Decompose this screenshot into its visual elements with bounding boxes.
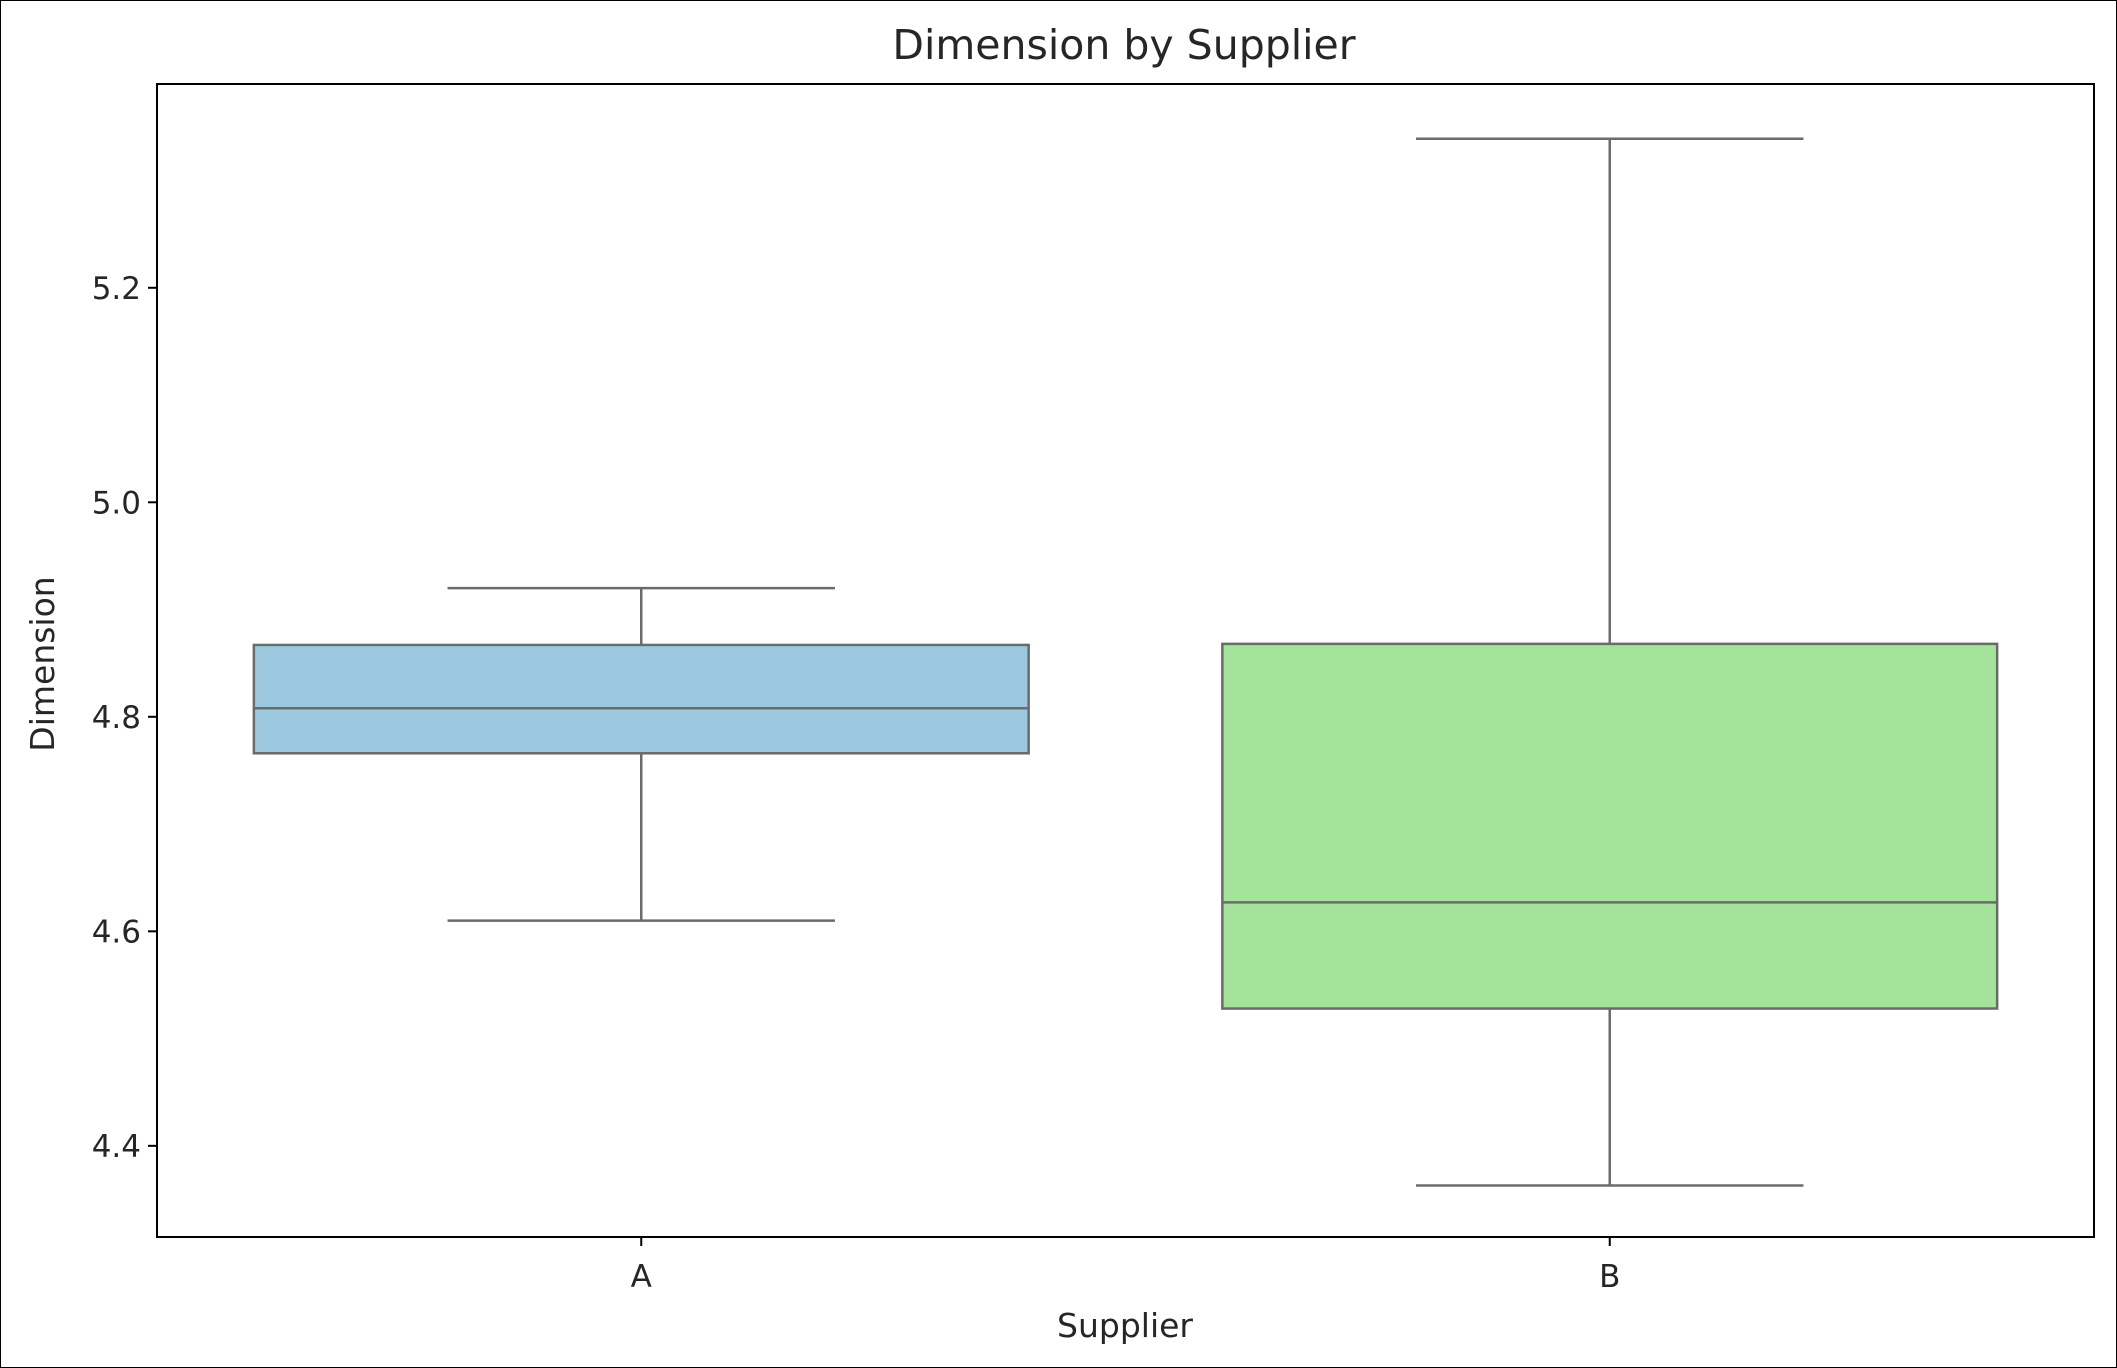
iqr-box: [1221, 642, 1999, 1010]
x-tick-label: A: [631, 1259, 652, 1295]
y-tick-label: 4.6: [92, 914, 141, 950]
y-tick-label: 4.8: [92, 700, 141, 736]
x-axis-label: Supplier: [1057, 1306, 1193, 1345]
plot-frame: [156, 83, 2095, 1238]
box-a: [252, 586, 1030, 922]
y-tick-label: 5.0: [92, 485, 141, 521]
y-axis: 4.4 4.6 4.8 5.0 5.2: [92, 271, 157, 1165]
y-tick-label: 4.4: [92, 1129, 141, 1165]
x-tick-label: B: [1599, 1259, 1620, 1295]
chart-title: Dimension by Supplier: [892, 21, 1355, 69]
y-tick-label: 5.2: [92, 271, 141, 307]
iqr-box: [252, 643, 1030, 755]
boxes-layer: [252, 137, 1999, 1187]
y-axis-label: Dimension: [23, 576, 62, 751]
box-b: [1221, 137, 1999, 1187]
